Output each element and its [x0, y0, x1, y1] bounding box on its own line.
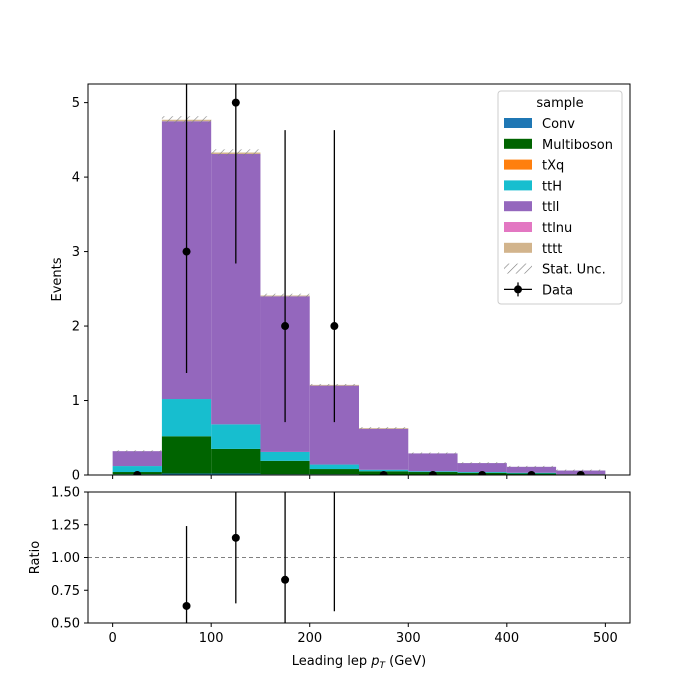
main-ytick-label-3: 3 [72, 245, 80, 260]
ratio-ytick-label-3: 1.25 [51, 518, 80, 533]
stat-unc-band-bin-6 [408, 452, 458, 455]
ratio-xtick-label-4: 400 [494, 631, 519, 646]
main-y-axis-label: Events [50, 257, 65, 301]
legend-swatch-ttll [504, 201, 532, 212]
bar-multiboson-bin-3 [260, 460, 310, 475]
legend-swatch-ttlnu [504, 222, 532, 232]
legend-title: sample [536, 96, 583, 111]
legend-label-data: Data [542, 283, 573, 298]
x-axis-label: Leading lep pT (GeV) [292, 654, 426, 671]
bar-conv-bin-2 [211, 473, 261, 475]
ratio-point-2 [281, 575, 290, 584]
ratio-xtick-label-0: 0 [108, 631, 116, 646]
legend-label-multiboson: Multiboson [542, 138, 613, 153]
legend-label-stat-unc: Stat. Unc. [542, 263, 606, 278]
data-point-9 [576, 471, 585, 475]
bar-ttll-bin-7 [457, 463, 507, 473]
legend-swatch-tth [504, 180, 532, 191]
ratio-xtick-label-1: 100 [199, 631, 224, 646]
main-panel: 0 1 2 3 4 5 Events [50, 83, 631, 484]
main-ytick-label-2: 2 [72, 320, 80, 335]
data-point-2 [231, 98, 240, 107]
bar-tth-bin-3 [260, 451, 310, 461]
legend-label-tttt: tttt [542, 242, 562, 257]
main-y-ticks: 0 1 2 3 4 5 [72, 96, 88, 484]
ratio-x-ticks: 0 100 200 300 400 500 [108, 623, 618, 646]
ratio-ytick-label-0: 0.50 [51, 617, 80, 632]
bar-conv-bin-1 [161, 473, 212, 475]
legend-label-tth: ttH [542, 179, 562, 194]
bar-multiboson-bin-1 [161, 436, 212, 474]
bar-tth-bin-4 [309, 464, 359, 470]
bar-ttll-bin-8 [506, 466, 557, 473]
data-point-3 [281, 322, 290, 331]
bar-tth-bin-2 [211, 424, 261, 449]
data-point-6 [428, 471, 437, 475]
bar-multiboson-bin-2 [211, 448, 261, 474]
data-points [133, 84, 585, 475]
legend-swatch-tttt [504, 242, 532, 253]
main-axes-frame [87, 83, 631, 476]
legend-entries: Conv Multiboson tXq ttH ttll ttlnu tttt Stat. U… [504, 117, 613, 298]
stat-unc-band-bin-9 [556, 469, 606, 472]
bar-ttll-bin-6 [408, 453, 458, 472]
ratio-ytick-label-2: 1.00 [51, 551, 80, 566]
main-ytick-label-0: 0 [72, 469, 80, 484]
data-point-1 [182, 247, 191, 256]
legend-label-ttlnu: ttlnu [542, 221, 572, 236]
stat-unc-band-bin-7 [457, 462, 507, 464]
bar-ttll-bin-5 [359, 428, 409, 470]
ratio-y-axis-label: Ratio [28, 541, 43, 574]
bar-tth-bin-1 [161, 399, 212, 437]
data-point-5 [379, 471, 388, 475]
bar-ttll-bin-0 [112, 451, 162, 467]
data-point-7 [478, 471, 487, 475]
ratio-axes-frame [87, 491, 631, 624]
ratio-point-0 [182, 601, 191, 610]
main-ytick-label-4: 4 [72, 171, 80, 186]
legend: sample Conv Multiboson tXq ttH ttll ttlnu tttt… [497, 90, 623, 305]
bar-tth-bin-5 [359, 469, 409, 472]
ratio-y-ticks: 0.50 0.75 1.00 1.25 1.50 [51, 486, 88, 632]
bar-tth-bin-0 [112, 466, 162, 473]
data-point-0 [133, 471, 142, 475]
ratio-ytick-label-1: 0.75 [51, 584, 80, 599]
stat-unc-band-bin-0 [112, 450, 162, 453]
ratio-point-1 [231, 533, 240, 542]
data-point-8 [527, 471, 536, 475]
legend-label-txq: tXq [542, 159, 564, 174]
stat-unc-band-bin-8 [506, 465, 557, 468]
main-ytick-label-5: 5 [72, 96, 80, 111]
legend-data-marker [514, 285, 522, 294]
main-x-ticks [112, 475, 606, 479]
legend-swatch-stat-unc [504, 263, 532, 274]
bar-multiboson-bin-4 [309, 469, 359, 475]
ratio-xtick-label-3: 300 [396, 631, 421, 646]
ratio-panel: 0.50 0.75 1.00 1.25 1.50 0 100 200 300 400 500 Ra… [28, 486, 631, 671]
ratio-ytick-label-4: 1.50 [51, 486, 80, 501]
legend-label-conv: Conv [542, 117, 575, 132]
main-ytick-label-1: 1 [72, 394, 80, 409]
legend-swatch-conv [504, 118, 532, 128]
stat-unc-band-bin-5 [359, 427, 409, 429]
ratio-xtick-label-2: 200 [297, 631, 322, 646]
ratio-points [182, 492, 336, 623]
data-point-4 [330, 322, 339, 331]
legend-label-ttll: ttll [542, 200, 559, 215]
legend-swatch-multiboson [504, 138, 532, 149]
legend-swatch-txq [504, 159, 532, 170]
ratio-xtick-label-5: 500 [593, 631, 618, 646]
